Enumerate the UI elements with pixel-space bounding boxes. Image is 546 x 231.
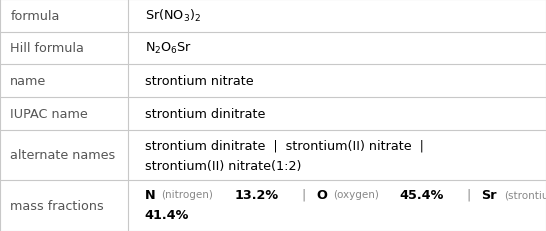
Text: (strontium): (strontium)	[504, 190, 546, 200]
Text: Hill formula: Hill formula	[10, 42, 84, 55]
Text: (oxygen): (oxygen)	[333, 190, 379, 200]
Text: Sr(NO$_3$)$_2$: Sr(NO$_3$)$_2$	[145, 8, 200, 24]
Text: N: N	[145, 188, 155, 201]
Text: 41.4%: 41.4%	[145, 208, 189, 221]
Text: strontium(II) nitrate(1:2): strontium(II) nitrate(1:2)	[145, 159, 301, 172]
Text: 13.2%: 13.2%	[235, 188, 278, 201]
Text: name: name	[10, 75, 46, 88]
Text: |: |	[301, 188, 306, 201]
Text: strontium dinitrate  |  strontium(II) nitrate  |: strontium dinitrate | strontium(II) nitr…	[145, 139, 424, 152]
Text: alternate names: alternate names	[10, 149, 116, 162]
Text: N$_2$O$_6$Sr: N$_2$O$_6$Sr	[145, 41, 192, 56]
Text: 45.4%: 45.4%	[399, 188, 443, 201]
Text: strontium dinitrate: strontium dinitrate	[145, 107, 265, 120]
Text: strontium nitrate: strontium nitrate	[145, 75, 253, 88]
Text: |: |	[466, 188, 470, 201]
Text: formula: formula	[10, 10, 60, 23]
Text: Sr: Sr	[482, 188, 497, 201]
Text: mass fractions: mass fractions	[10, 199, 104, 212]
Text: (nitrogen): (nitrogen)	[161, 190, 213, 200]
Text: IUPAC name: IUPAC name	[10, 107, 88, 120]
Text: O: O	[317, 188, 328, 201]
